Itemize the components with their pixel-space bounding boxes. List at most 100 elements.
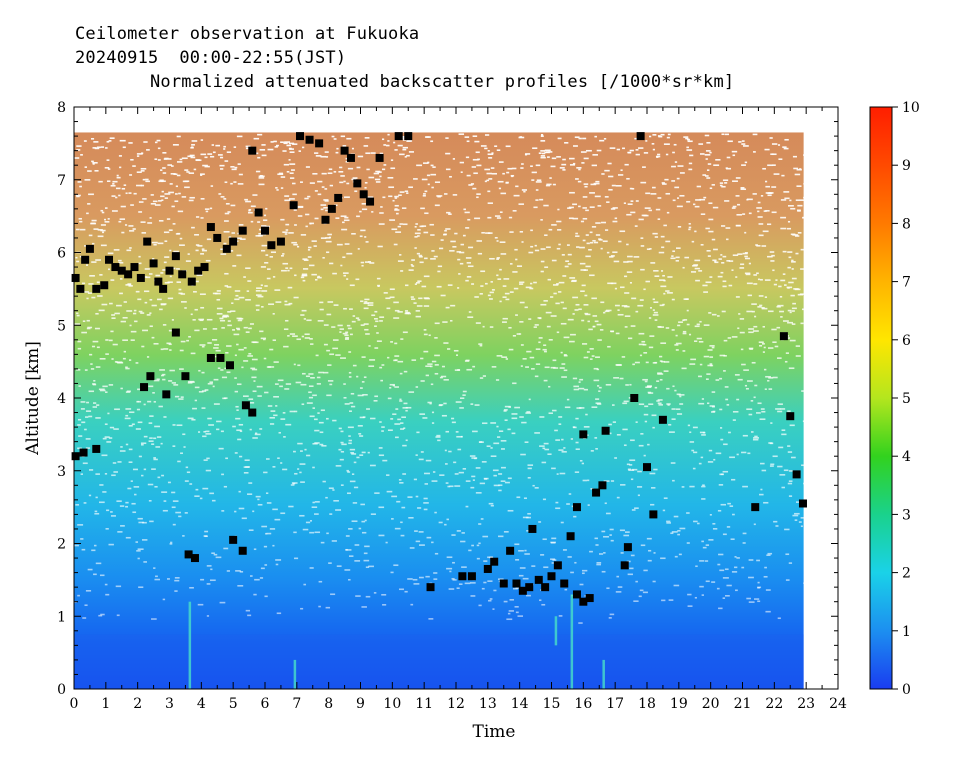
noise-speck [465, 279, 469, 282]
noise-speck [766, 554, 771, 557]
noise-speck [627, 203, 633, 205]
noise-speck [572, 377, 578, 380]
noise-speck [562, 549, 567, 551]
noise-speck [666, 292, 673, 294]
noise-speck [596, 562, 602, 564]
noise-speck [791, 261, 796, 263]
cloud-base-point [248, 408, 257, 417]
noise-speck [764, 279, 771, 281]
noise-speck [474, 296, 479, 298]
noise-speck [666, 520, 671, 523]
noise-speck [741, 164, 746, 166]
noise-speck [593, 379, 600, 382]
noise-speck [169, 543, 173, 545]
noise-speck [584, 185, 588, 188]
noise-speck [426, 174, 431, 177]
noise-speck [533, 326, 537, 328]
noise-speck [475, 322, 481, 324]
noise-speck [726, 167, 732, 170]
noise-speck [551, 537, 557, 540]
noise-speck [663, 143, 670, 145]
noise-speck [143, 276, 148, 278]
x-tick-label: 3 [165, 696, 174, 712]
noise-speck [591, 406, 598, 408]
cloud-base-point [213, 233, 222, 242]
noise-speck [414, 247, 417, 249]
noise-speck [430, 173, 437, 176]
noise-speck [525, 412, 531, 414]
noise-speck [486, 179, 490, 182]
noise-speck [456, 435, 463, 438]
noise-speck [478, 343, 483, 345]
noise-speck [578, 205, 581, 208]
noise-speck [789, 424, 795, 427]
noise-speck [97, 295, 103, 297]
noise-speck [95, 417, 101, 419]
noise-speck [604, 502, 607, 505]
noise-speck [326, 394, 332, 397]
cloud-base-point [572, 590, 581, 599]
noise-speck [261, 144, 266, 146]
noise-speck [389, 296, 395, 299]
noise-speck [397, 144, 403, 147]
noise-speck [573, 388, 579, 391]
noise-speck [413, 302, 417, 304]
noise-speck [294, 224, 297, 226]
noise-speck [467, 316, 474, 319]
noise-speck [320, 237, 327, 239]
noise-speck [747, 452, 751, 455]
noise-speck [123, 350, 127, 353]
noise-speck [723, 339, 728, 342]
noise-speck [148, 440, 154, 442]
noise-speck [404, 190, 409, 193]
noise-speck [294, 410, 298, 413]
noise-speck [343, 396, 347, 399]
noise-speck [163, 261, 167, 264]
noise-speck [257, 498, 260, 501]
noise-speck [365, 333, 370, 335]
noise-speck [138, 310, 143, 313]
noise-speck [120, 320, 126, 323]
noise-speck [439, 474, 445, 476]
noise-speck [207, 382, 213, 385]
noise-speck [663, 361, 670, 363]
noise-speck [328, 487, 334, 490]
noise-speck [768, 310, 774, 313]
noise-speck [222, 314, 229, 317]
noise-speck [236, 237, 242, 240]
noise-speck [480, 145, 487, 147]
noise-speck [540, 156, 546, 159]
cloud-base-point [658, 415, 667, 424]
noise-speck [169, 275, 172, 278]
noise-speck [770, 463, 775, 466]
noise-speck [142, 178, 146, 181]
noise-speck [699, 585, 704, 588]
noise-speck [434, 552, 439, 555]
noise-speck [803, 196, 809, 199]
noise-speck [601, 570, 606, 573]
noise-speck [490, 281, 493, 283]
noise-speck [129, 324, 132, 327]
noise-speck [176, 161, 183, 163]
cloud-base-point [206, 353, 215, 362]
cloud-base-point [506, 546, 515, 555]
noise-speck [631, 468, 638, 471]
noise-speck [752, 330, 759, 332]
noise-speck [401, 506, 406, 509]
noise-speck [158, 200, 162, 202]
noise-speck [595, 398, 600, 400]
noise-speck [116, 176, 121, 179]
noise-speck [161, 199, 164, 202]
noise-speck [414, 236, 418, 238]
noise-speck [335, 354, 341, 356]
noise-speck [284, 303, 291, 306]
noise-speck [540, 248, 546, 250]
noise-speck [657, 153, 661, 156]
noise-speck [276, 189, 279, 191]
noise-speck [402, 407, 408, 409]
noise-speck [201, 248, 205, 250]
cloud-base-point [254, 208, 263, 217]
noise-speck [683, 319, 688, 321]
cloud-base-point [327, 204, 336, 213]
noise-speck [122, 357, 126, 360]
